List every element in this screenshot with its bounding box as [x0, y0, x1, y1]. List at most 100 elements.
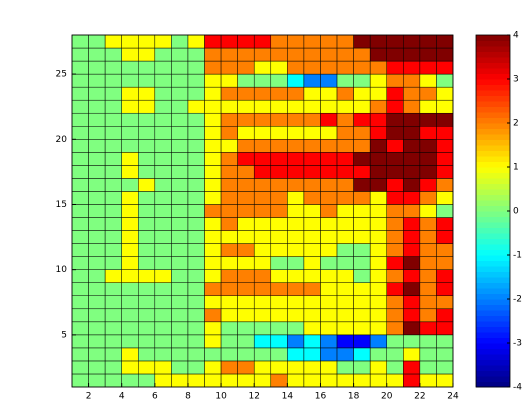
cell [303, 86, 321, 101]
cell [204, 99, 222, 114]
cell [121, 178, 139, 192]
cell [419, 308, 437, 323]
cell [220, 243, 238, 257]
cell [353, 126, 371, 140]
cell [88, 112, 106, 127]
cell [320, 282, 338, 296]
cell [353, 60, 371, 75]
cell [419, 295, 437, 310]
cell [320, 152, 338, 166]
cell [220, 217, 238, 231]
colorbar-tick-label: 4 [513, 31, 519, 41]
cell [253, 204, 272, 218]
cell [237, 73, 255, 88]
y-tick-label: 25 [56, 70, 67, 80]
cell [88, 334, 106, 349]
colorbar-segment [476, 101, 510, 107]
colorbar-segment [476, 161, 510, 168]
cell [386, 282, 404, 296]
cell [253, 321, 272, 336]
cell [220, 230, 238, 244]
cell [353, 47, 371, 62]
cell [353, 360, 371, 375]
cell [204, 178, 222, 192]
cell [88, 86, 106, 101]
cell [336, 282, 354, 296]
cell [138, 86, 156, 101]
cell [419, 321, 437, 336]
cell [287, 256, 305, 270]
cell [121, 204, 139, 218]
cell [303, 34, 321, 49]
colorbar-segment [476, 68, 510, 74]
cell [353, 308, 371, 323]
cell [369, 112, 387, 127]
cell [436, 295, 454, 310]
cell [386, 165, 404, 179]
cell [154, 295, 172, 310]
cell [287, 347, 305, 362]
cell [386, 243, 404, 257]
colorbar-segment [476, 167, 510, 173]
cell [419, 112, 437, 127]
cell [403, 86, 421, 101]
cell [320, 34, 338, 49]
cell [104, 282, 122, 296]
cell [154, 230, 172, 244]
cell [253, 269, 272, 283]
cell [436, 73, 454, 88]
cell [403, 99, 421, 114]
colorbar-segment [476, 310, 510, 316]
colorbar-segment [476, 249, 510, 256]
cell [253, 126, 272, 140]
cell [187, 152, 205, 166]
colorbar-segment [476, 233, 510, 239]
colorbar-segment [476, 62, 510, 69]
cell [71, 360, 89, 375]
y-tick-label: 5 [61, 330, 67, 340]
colorbar-segment [476, 139, 510, 146]
cell [320, 60, 338, 75]
cell [154, 139, 172, 153]
cell [71, 282, 89, 296]
cell [287, 126, 305, 140]
cell [270, 308, 288, 323]
cell [204, 295, 222, 310]
cell [237, 178, 255, 192]
cell [187, 217, 205, 231]
cell [353, 139, 371, 153]
cell [121, 139, 139, 153]
cell [204, 282, 222, 296]
cell [88, 165, 106, 179]
cell [353, 269, 371, 283]
cell [270, 165, 288, 179]
cell [353, 243, 371, 257]
cell [104, 269, 122, 283]
cell [187, 34, 205, 49]
cell [386, 204, 404, 218]
cell [204, 360, 222, 375]
x-tick-label: 24 [447, 392, 459, 401]
cell [138, 321, 156, 336]
cell [369, 73, 387, 88]
colorbar-segment [476, 370, 510, 377]
cell [154, 126, 172, 140]
cell [88, 321, 106, 336]
cell [154, 86, 172, 101]
cell [419, 347, 437, 362]
cell [88, 99, 106, 114]
cell [270, 217, 288, 231]
colorbar-segment [476, 134, 510, 140]
cell [171, 334, 189, 349]
cell [270, 373, 288, 388]
cell [336, 86, 354, 101]
cell [320, 191, 338, 205]
cell [237, 99, 255, 114]
cell [121, 126, 139, 140]
cell [154, 243, 172, 257]
cell [336, 178, 354, 192]
colorbar-segment [476, 244, 510, 250]
cell [287, 217, 305, 231]
cell [88, 243, 106, 257]
